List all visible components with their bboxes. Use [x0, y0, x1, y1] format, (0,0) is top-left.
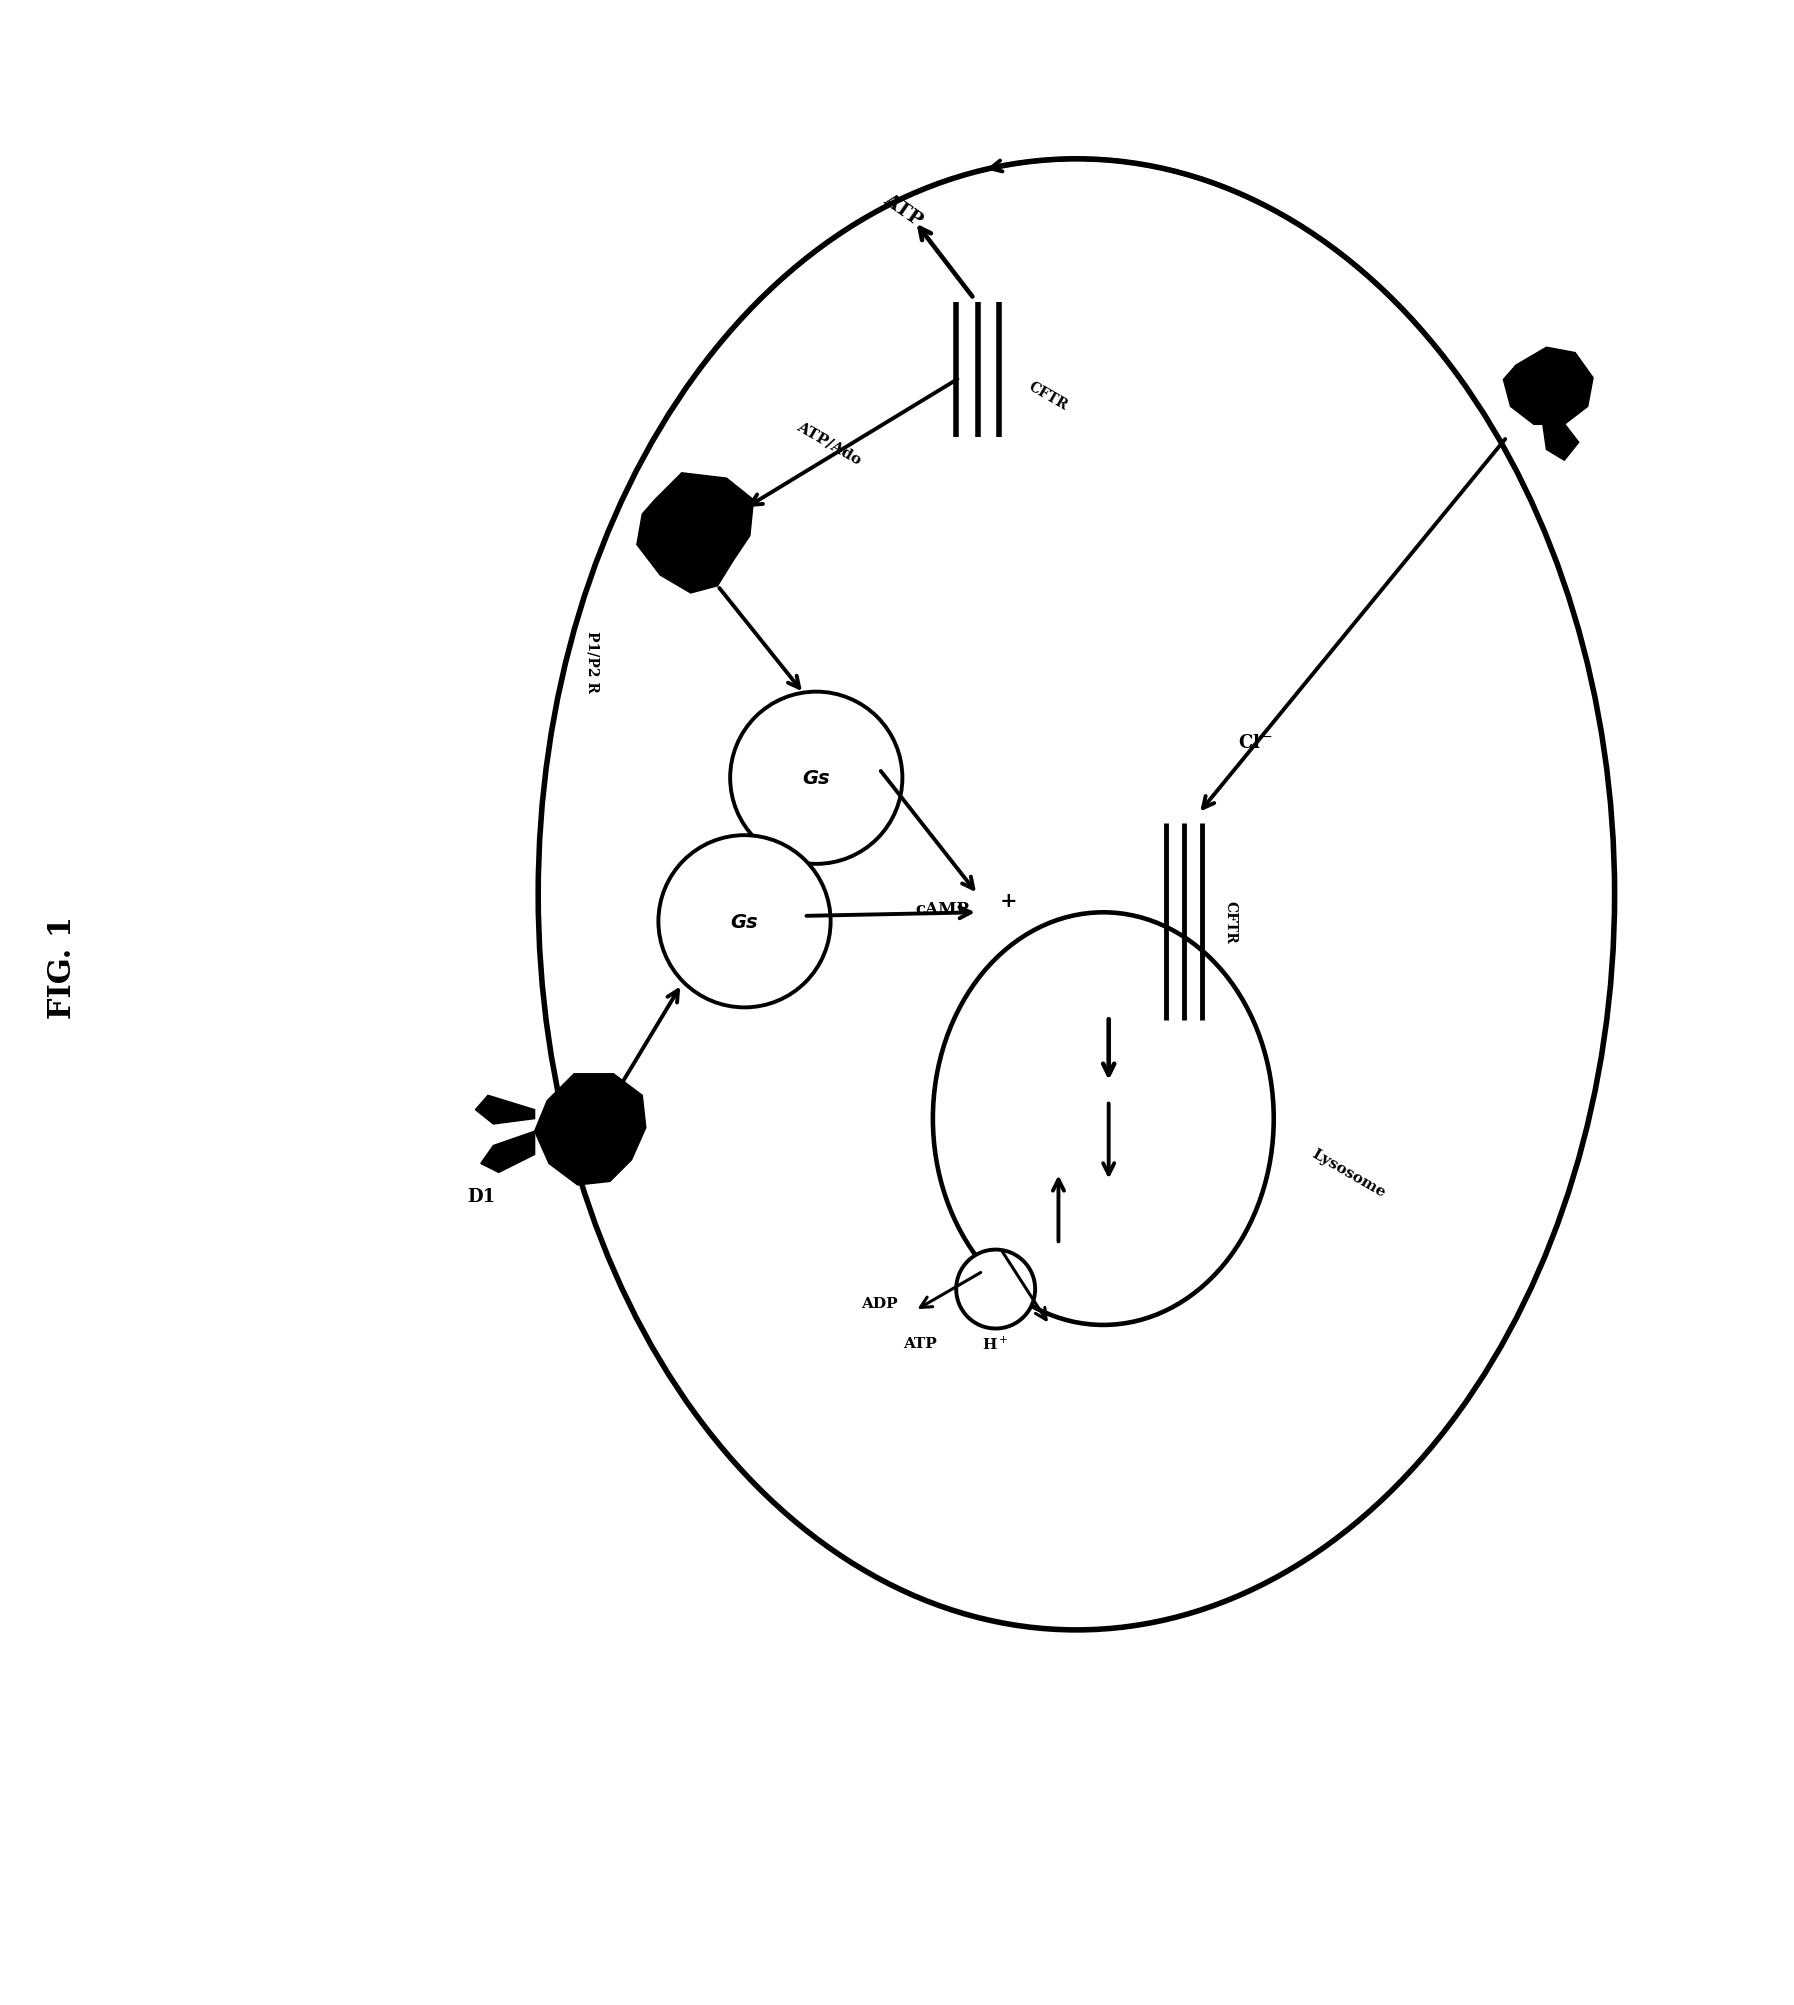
- Polygon shape: [637, 473, 753, 593]
- Polygon shape: [535, 1075, 646, 1185]
- Text: ATP: ATP: [879, 190, 926, 231]
- Text: Lysosome: Lysosome: [1310, 1147, 1389, 1199]
- Text: cAMP: cAMP: [915, 900, 969, 918]
- Circle shape: [658, 836, 831, 1009]
- Text: ADP: ADP: [861, 1297, 897, 1311]
- Text: H$^+$: H$^+$: [983, 1335, 1008, 1351]
- Polygon shape: [481, 1131, 535, 1173]
- Polygon shape: [475, 1097, 535, 1125]
- Text: CFTR: CFTR: [1026, 379, 1071, 413]
- Text: Cl$^-$: Cl$^-$: [1238, 734, 1274, 752]
- Text: D1: D1: [466, 1187, 495, 1205]
- Polygon shape: [1503, 349, 1593, 425]
- Text: FIG. 1: FIG. 1: [47, 914, 79, 1019]
- Circle shape: [956, 1249, 1035, 1329]
- Text: CFTR: CFTR: [1224, 900, 1238, 942]
- Text: P1/P2 R: P1/P2 R: [585, 632, 599, 694]
- Text: ATP: ATP: [904, 1335, 936, 1349]
- Circle shape: [730, 692, 902, 864]
- Text: ATP/Ado: ATP/Ado: [795, 419, 863, 467]
- Text: Gs: Gs: [802, 768, 831, 788]
- Polygon shape: [1543, 419, 1579, 461]
- Text: +: +: [999, 890, 1017, 910]
- Text: Gs: Gs: [730, 912, 759, 930]
